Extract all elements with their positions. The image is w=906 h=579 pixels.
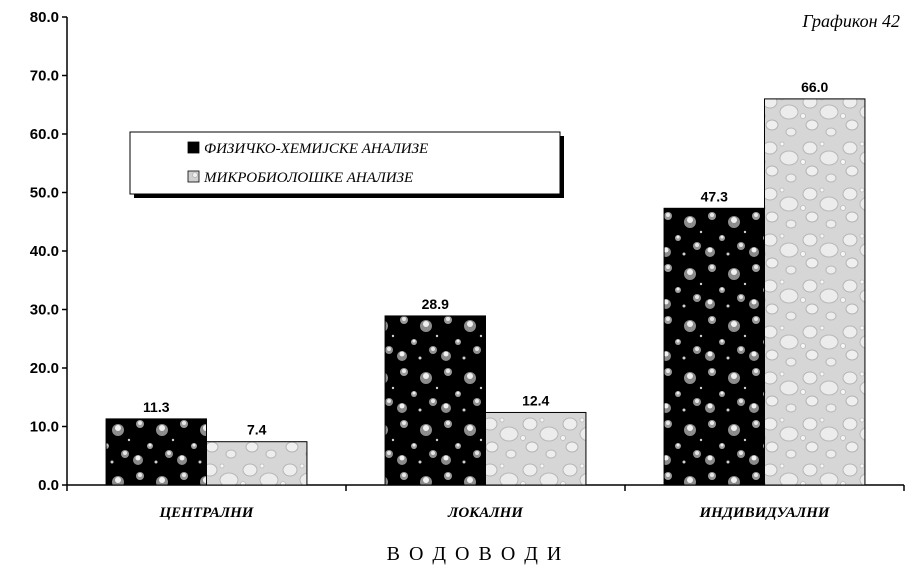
legend-swatch-series-1 — [187, 141, 200, 154]
y-tick-label: 10.0 — [30, 419, 59, 436]
legend: ФИЗИЧКО-ХЕМИЈСКЕ АНАЛИЗЕ МИКРОБИОЛОШКЕ А… — [129, 131, 564, 198]
bar-series-1 — [105, 418, 207, 486]
data-label: 11.3 — [143, 399, 170, 415]
y-tick-label: 0.0 — [38, 477, 59, 494]
legend-label-series-2: МИКРОБИОЛОШКЕ АНАЛИЗЕ — [203, 170, 413, 186]
data-label: 66.0 — [801, 79, 828, 95]
bar-series-2 — [485, 411, 587, 486]
data-label: 28.9 — [422, 296, 449, 312]
y-tick-label: 40.0 — [30, 243, 59, 260]
bar-series-2 — [206, 441, 308, 486]
legend-label-series-1: ФИЗИЧКО-ХЕМИЈСКЕ АНАЛИЗЕ — [204, 141, 428, 157]
legend-swatch-series-2 — [187, 170, 200, 183]
x-axis-title: В О Д О В О Д И — [387, 543, 564, 565]
y-tick-label: 70.0 — [30, 68, 59, 85]
y-tick-label: 30.0 — [30, 302, 59, 319]
data-label: 7.4 — [247, 422, 267, 438]
x-category-label: ЛОКАЛНИ — [447, 505, 524, 521]
bar-series-2 — [764, 98, 866, 486]
x-category-ticks — [66, 485, 905, 491]
chart-title: Графикон 42 — [801, 11, 900, 31]
bars — [105, 98, 866, 486]
bar-series-1 — [384, 315, 486, 486]
x-category-label: ИНДИВИДУАЛНИ — [698, 505, 830, 521]
x-category-label: ЦЕНТРАЛНИ — [159, 505, 255, 521]
y-ticks: 0.0 10.0 20.0 30.0 40.0 50.0 60.0 70.0 80.0 — [30, 9, 67, 494]
data-labels: 11.3 7.4 28.9 12.4 47.3 66.0 — [143, 79, 829, 438]
legend-box — [129, 131, 561, 195]
y-tick-label: 50.0 — [30, 185, 59, 202]
bar-series-1 — [663, 207, 765, 486]
data-label: 47.3 — [701, 188, 728, 204]
y-tick-label: 20.0 — [30, 360, 59, 377]
x-category-labels: ЦЕНТРАЛНИ ЛОКАЛНИ ИНДИВИДУАЛНИ — [159, 505, 831, 521]
y-tick-label: 60.0 — [30, 126, 59, 143]
data-label: 12.4 — [522, 392, 549, 408]
y-tick-label: 80.0 — [30, 9, 59, 26]
